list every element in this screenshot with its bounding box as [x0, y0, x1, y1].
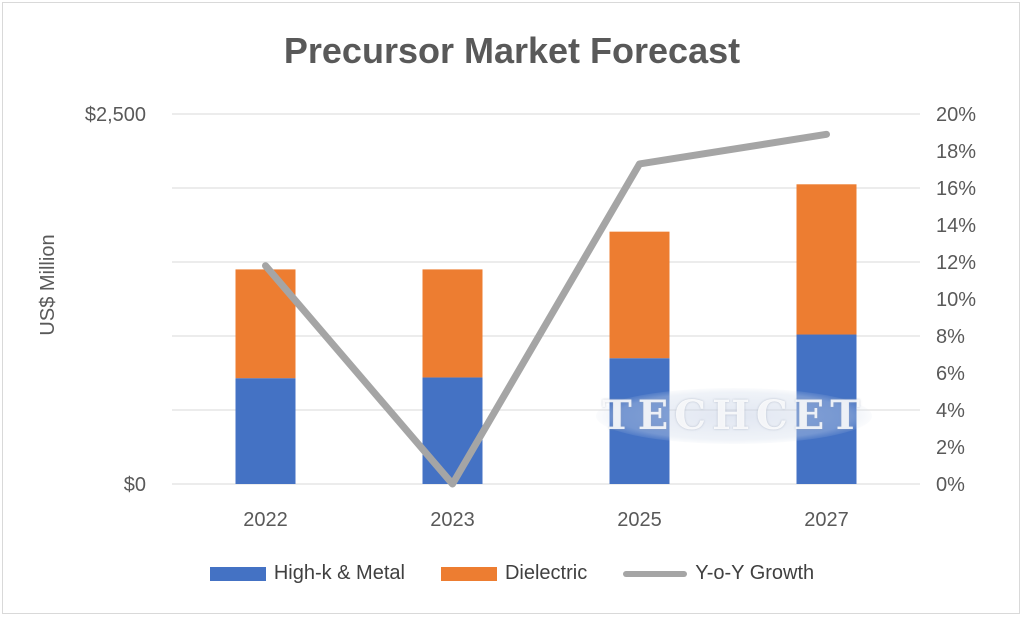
y-tick-label: $0	[124, 474, 146, 496]
x-tick-label: 2022	[243, 509, 288, 531]
legend-label-yoy-growth: Y-o-Y Growth	[695, 562, 815, 584]
legend-label-dielectric: Dielectric	[504, 562, 588, 584]
legend-item-yoy-growth: Y-o-Y Growth	[623, 562, 814, 585]
y-axis-label: US$ Million	[37, 234, 59, 335]
y2-tick-label: 18%	[936, 141, 976, 163]
x-tick-label: 2023	[430, 509, 475, 531]
y2-tick-label: 2%	[936, 437, 965, 459]
legend-swatch-high-k	[209, 566, 266, 581]
chart-title: Precursor Market Forecast	[283, 30, 741, 71]
y2-tick-label: 8%	[936, 326, 965, 348]
y2-tick-label: 6%	[936, 363, 965, 385]
x-tick-label: 2027	[804, 509, 849, 531]
techcet-watermark: TECHCET	[596, 388, 872, 444]
legend-swatch-yoy-growth	[623, 570, 688, 577]
chart-legend: High-k & Metal Dielectric Y-o-Y Growth	[0, 562, 1024, 585]
y2-tick-label: 14%	[936, 215, 976, 237]
bar-dielectric	[609, 231, 670, 359]
legend-item-dielectric: Dielectric	[440, 562, 588, 585]
legend-item-high-k: High-k & Metal	[209, 562, 405, 585]
y2-tick-label: 12%	[936, 252, 976, 274]
y2-tick-label: 4%	[936, 400, 965, 422]
bar-dielectric	[422, 269, 483, 378]
yoy-growth-line	[262, 130, 830, 488]
x-tick-label: 2025	[617, 509, 662, 531]
bar-high-k	[422, 377, 483, 484]
y2-tick-label: 0%	[936, 474, 965, 496]
y2-tick-label: 16%	[936, 178, 976, 200]
bar-dielectric	[796, 184, 857, 335]
y-tick-label: $2,500	[85, 104, 146, 126]
y2-tick-label: 20%	[936, 104, 976, 126]
y2-tick-label: 10%	[936, 289, 976, 311]
legend-swatch-dielectric	[440, 566, 497, 581]
legend-label-high-k: High-k & Metal	[273, 562, 405, 584]
bar-high-k	[235, 378, 296, 484]
